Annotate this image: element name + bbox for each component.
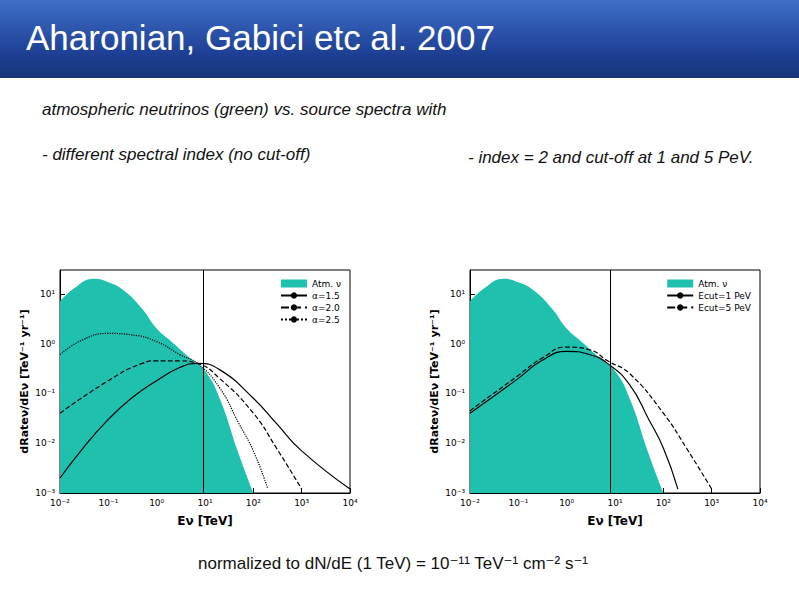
svg-text:Eν [TeV]: Eν [TeV] bbox=[177, 514, 233, 528]
svg-text:10⁰: 10⁰ bbox=[149, 498, 164, 508]
svg-text:10⁻²: 10⁻² bbox=[460, 498, 480, 508]
svg-text:10⁻¹: 10⁻¹ bbox=[35, 388, 55, 398]
svg-text:dRateν/dEν [TeV⁻¹ yr⁻¹]: dRateν/dEν [TeV⁻¹ yr⁻¹] bbox=[18, 309, 31, 453]
svg-text:α=1.5: α=1.5 bbox=[312, 291, 340, 301]
svg-text:10²: 10² bbox=[656, 498, 671, 508]
svg-text:10⁻³: 10⁻³ bbox=[445, 488, 465, 498]
svg-text:10¹: 10¹ bbox=[40, 289, 55, 299]
html-text:Aharonian, Gabici etc al. 2007: Aharonian, Gabici etc al. 2007 bbox=[26, 18, 495, 57]
svg-text:10⁰: 10⁰ bbox=[559, 498, 574, 508]
svg-text:10¹: 10¹ bbox=[197, 498, 212, 508]
html-text:- different spectral index (no: - different spectral index (no cut-off) bbox=[42, 145, 311, 164]
svg-text:10⁴: 10⁴ bbox=[752, 498, 767, 508]
svg-text:Eν [TeV]: Eν [TeV] bbox=[587, 514, 643, 528]
html-text:normalized to dN/dE (1 TeV) =: normalized to dN/dE (1 TeV) = 10⁻¹¹ TeV⁻… bbox=[198, 554, 588, 573]
svg-text:10⁻¹: 10⁻¹ bbox=[98, 498, 118, 508]
svg-text:10¹: 10¹ bbox=[450, 289, 465, 299]
svg-text:10³: 10³ bbox=[294, 498, 309, 508]
svg-text:α=2.5: α=2.5 bbox=[312, 315, 340, 325]
svg-text:10⁻²: 10⁻² bbox=[35, 438, 55, 448]
svg-text:10⁰: 10⁰ bbox=[40, 339, 55, 349]
svg-text:10⁻³: 10⁻³ bbox=[35, 488, 55, 498]
svg-text:Ecut=1 PeV: Ecut=1 PeV bbox=[698, 291, 752, 301]
svg-text:10⁻¹: 10⁻¹ bbox=[508, 498, 528, 508]
svg-text:10³: 10³ bbox=[704, 498, 719, 508]
svg-text:10²: 10² bbox=[246, 498, 261, 508]
svg-text:10⁴: 10⁴ bbox=[342, 498, 357, 508]
svg-text:10¹: 10¹ bbox=[607, 498, 622, 508]
html-text:atmospheric neutrinos (green): atmospheric neutrinos (green) vs. source… bbox=[42, 100, 447, 119]
svg-text:10⁻²: 10⁻² bbox=[445, 438, 465, 448]
svg-text:10⁻²: 10⁻² bbox=[50, 498, 70, 508]
svg-text:Atm. ν: Atm. ν bbox=[698, 279, 727, 289]
svg-text:10⁰: 10⁰ bbox=[450, 339, 465, 349]
svg-text:α=2.0: α=2.0 bbox=[312, 303, 340, 313]
svg-text:10⁻¹: 10⁻¹ bbox=[445, 388, 465, 398]
svg-text:Ecut=5 PeV: Ecut=5 PeV bbox=[698, 303, 752, 313]
svg-text:Atm. ν: Atm. ν bbox=[312, 279, 341, 289]
html-text:- index = 2 and cut-off at 1 a: - index = 2 and cut-off at 1 and 5 PeV. bbox=[468, 148, 754, 167]
svg-text:dRateν/dEν [TeV⁻¹ yr⁻¹]: dRateν/dEν [TeV⁻¹ yr⁻¹] bbox=[428, 309, 441, 453]
